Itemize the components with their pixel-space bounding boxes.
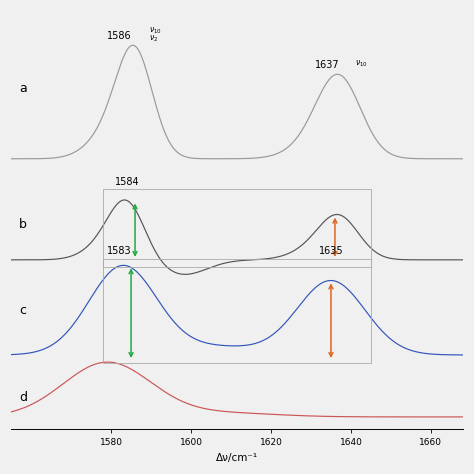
Bar bbox=[103, 259, 371, 363]
Text: b: b bbox=[19, 218, 27, 231]
Text: $\nu_{2}$: $\nu_{2}$ bbox=[149, 34, 158, 44]
Text: 1583: 1583 bbox=[107, 246, 131, 256]
Text: 1635: 1635 bbox=[319, 246, 343, 256]
Text: $\nu_{10}$: $\nu_{10}$ bbox=[149, 26, 162, 36]
Bar bbox=[103, 190, 371, 267]
Text: a: a bbox=[19, 82, 27, 95]
Text: 1637: 1637 bbox=[315, 60, 339, 70]
Text: d: d bbox=[19, 391, 27, 404]
Text: c: c bbox=[19, 304, 26, 317]
X-axis label: Δν/cm⁻¹: Δν/cm⁻¹ bbox=[216, 453, 258, 463]
Text: $\nu_{10}$: $\nu_{10}$ bbox=[355, 58, 368, 69]
Text: 1586: 1586 bbox=[107, 31, 131, 41]
Text: 1584: 1584 bbox=[115, 176, 139, 186]
